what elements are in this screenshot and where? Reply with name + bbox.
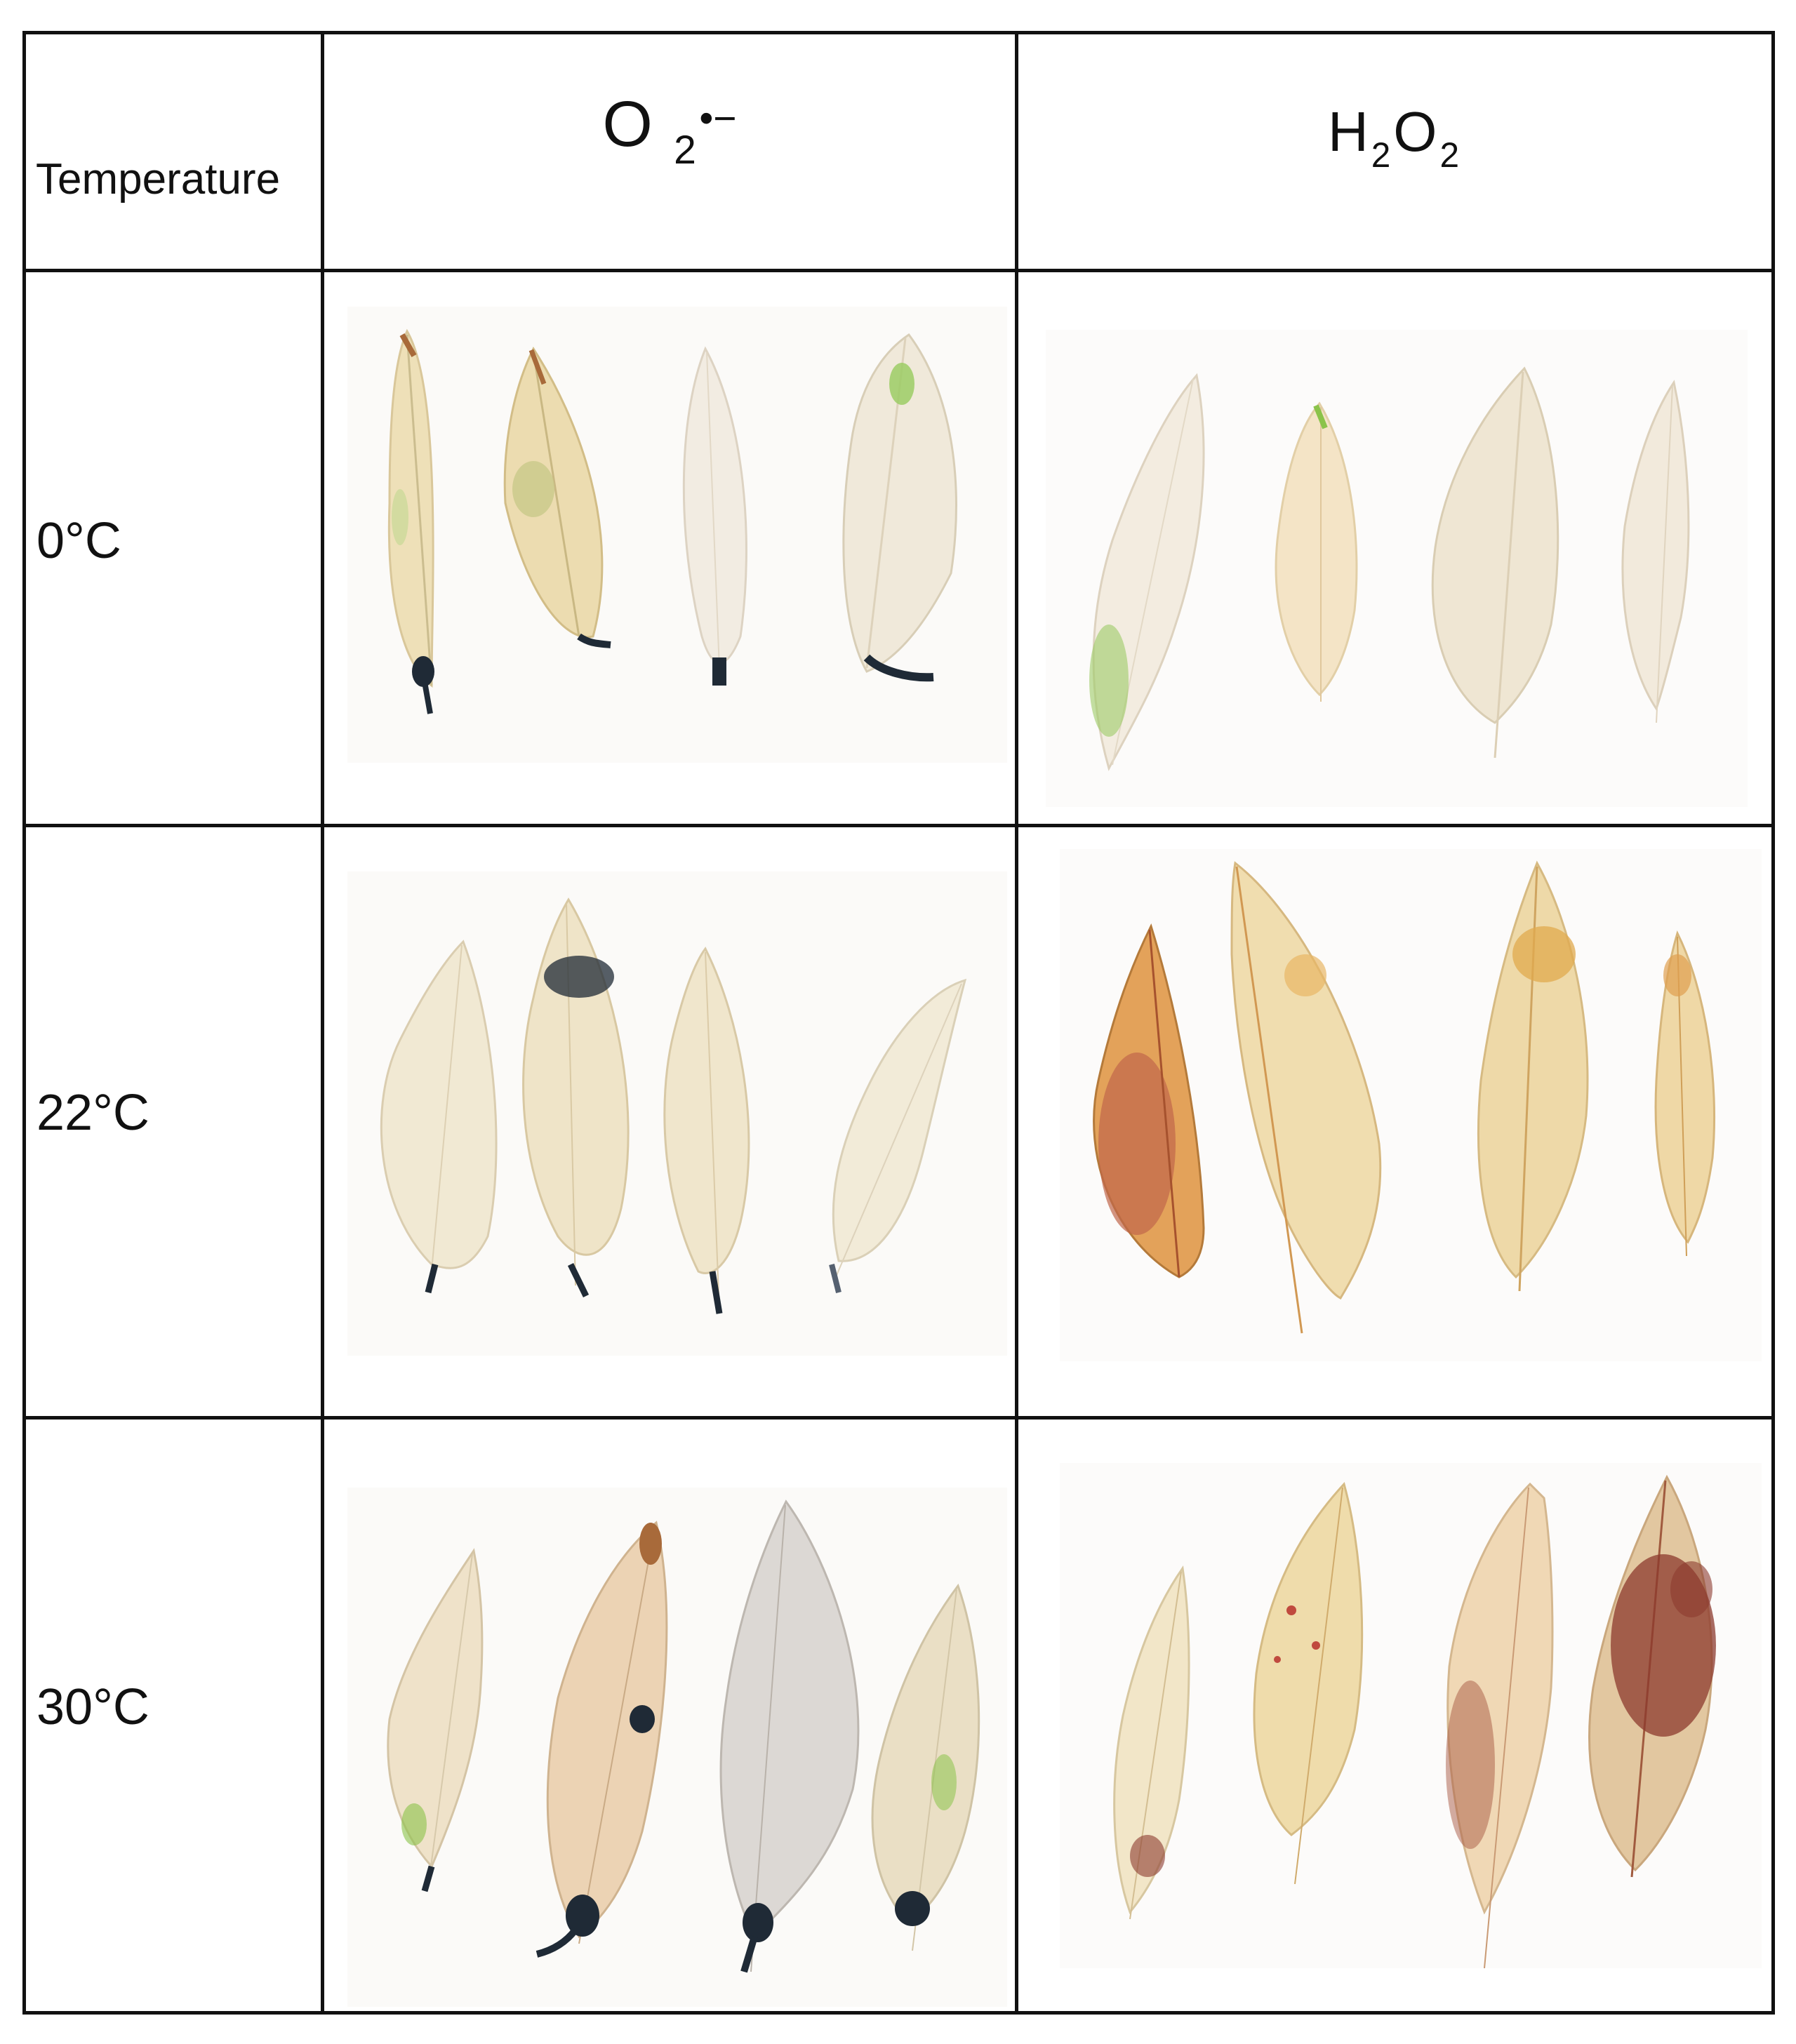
header-superoxide: O 2•− <box>324 34 1015 269</box>
row-label-0c: 0°C <box>36 513 121 569</box>
superoxide-formula: O 2•− <box>602 88 736 174</box>
leaf <box>1113 1565 1190 1920</box>
grid-line-bottom <box>22 2011 1775 2015</box>
leaf-photo-h2o2-0c <box>1046 330 1748 807</box>
header-temperature-label: Temperature <box>36 155 281 203</box>
leaf <box>380 940 498 1294</box>
leaf <box>1275 401 1358 702</box>
leaf <box>719 1499 860 1973</box>
leaf <box>1093 923 1205 1278</box>
superoxide-base: O <box>602 88 653 160</box>
leaf-photo-h2o2-30c <box>1060 1463 1762 1968</box>
leaf <box>387 328 434 714</box>
grid-line-col1 <box>321 31 324 2015</box>
header-temperature: Temperature <box>26 34 321 269</box>
h2o2-sub2: 2 <box>1439 135 1460 175</box>
superoxide-charge: •− <box>699 95 737 141</box>
grid-line-right <box>1771 31 1775 2015</box>
leaf <box>1588 1474 1716 1878</box>
grid-line-row2 <box>22 824 1775 827</box>
grid-line-row3 <box>22 1416 1775 1420</box>
leaf-photo-h2o2-22c <box>1060 849 1762 1361</box>
h2o2-h: H <box>1327 100 1369 163</box>
leaf <box>1431 366 1559 759</box>
leaf-photo-o2-22c <box>347 871 1007 1356</box>
grid-line-row1 <box>22 269 1775 272</box>
leaf <box>503 346 611 648</box>
h2o2-formula: H2O2 <box>1328 100 1462 175</box>
grid-line-left <box>22 31 26 2015</box>
leaf <box>829 978 967 1293</box>
leaf <box>1621 380 1690 723</box>
grid-line-col2 <box>1015 31 1018 2015</box>
leaf <box>1446 1482 1554 1968</box>
leaf <box>871 1583 980 1951</box>
leaf <box>1477 860 1589 1292</box>
leaf <box>522 897 630 1297</box>
superoxide-sub: 2 <box>674 128 696 173</box>
leaf <box>1654 930 1716 1257</box>
leaf <box>1230 861 1382 1334</box>
row-label-30c: 30°C <box>36 1679 149 1735</box>
leaf <box>1253 1482 1364 1885</box>
row-label-22c: 22°C <box>36 1085 149 1141</box>
header-hydrogen-peroxide: H2O2 <box>1018 34 1771 269</box>
h2o2-o: O <box>1393 100 1437 163</box>
leaf <box>1089 373 1205 771</box>
leaf <box>663 947 750 1314</box>
leaf <box>536 1521 668 1958</box>
leaf-photo-o2-30c <box>347 1488 1007 2007</box>
leaf <box>842 333 957 682</box>
h2o2-sub1: 2 <box>1371 135 1391 175</box>
leaf <box>387 1548 484 1892</box>
grid-line-top <box>22 31 1775 34</box>
leaf <box>682 346 747 686</box>
leaf-photo-o2-0c <box>347 307 1007 763</box>
